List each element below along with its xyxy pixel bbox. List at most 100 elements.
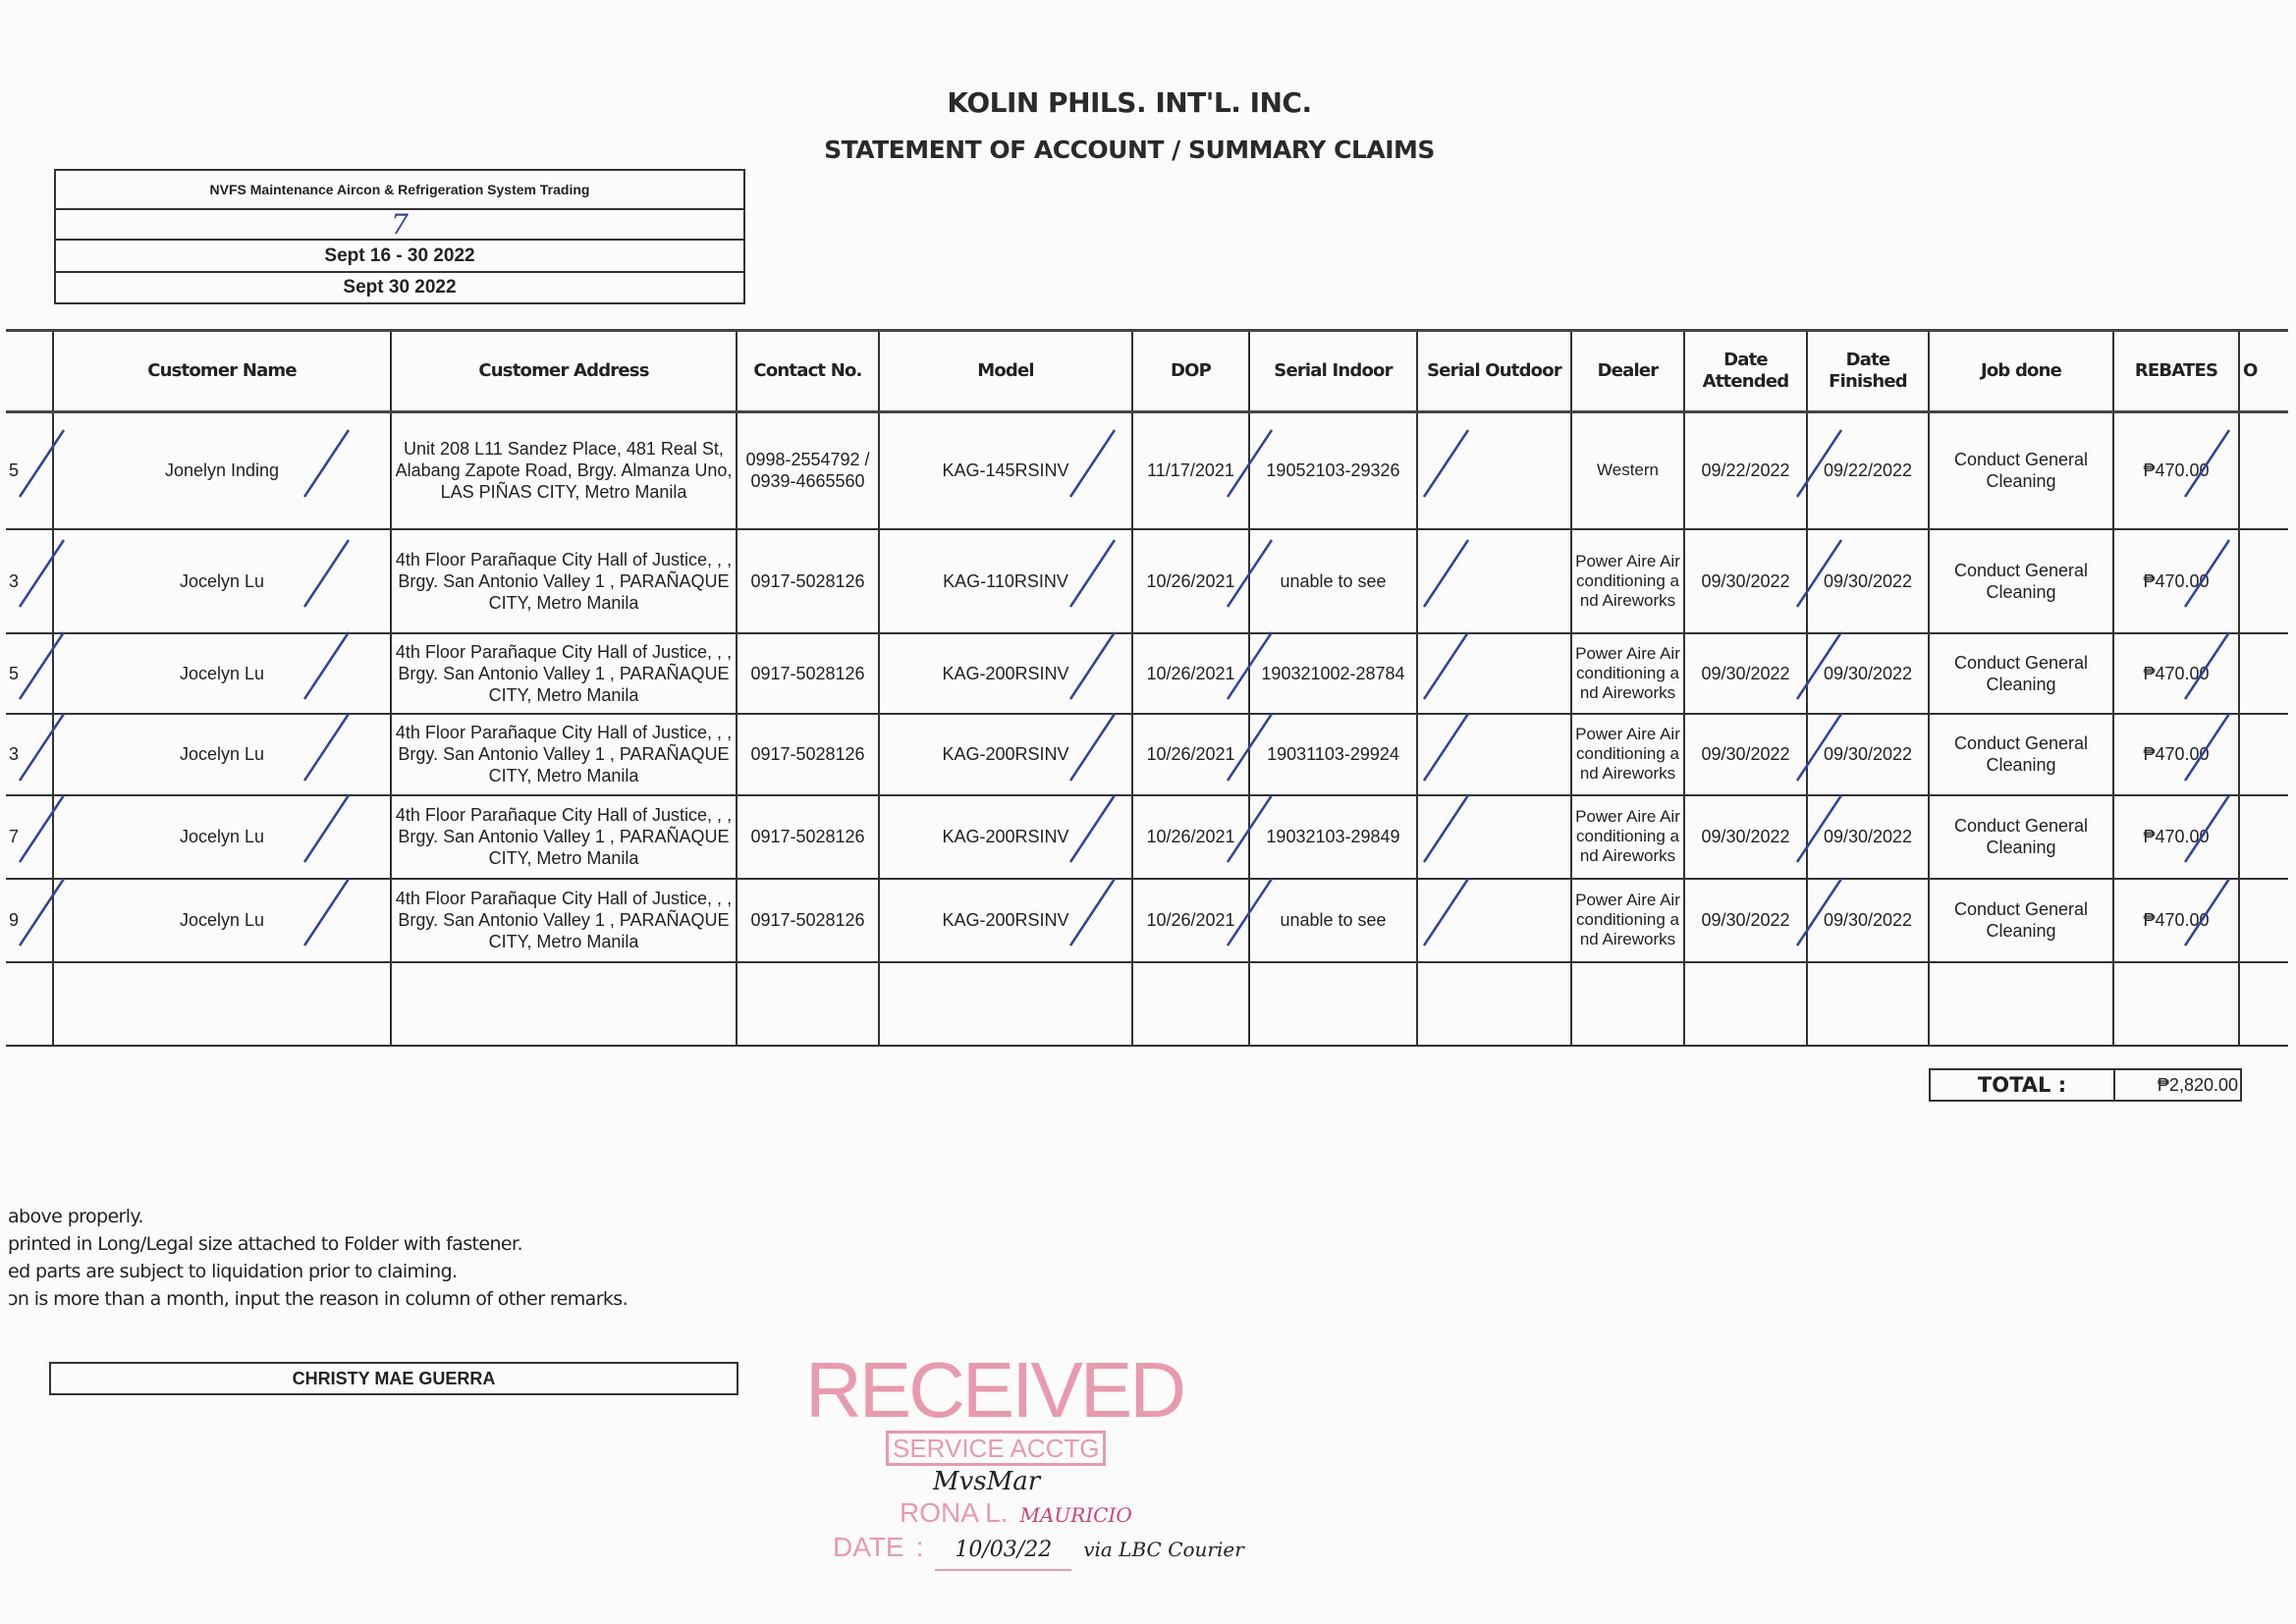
cell-serial-indoor: 190321002-28784 <box>1248 631 1418 715</box>
period: Sept 16 - 30 2022 <box>56 239 743 271</box>
cell-model: KAG-200RSINV <box>878 793 1133 880</box>
date-colon: : <box>915 1532 924 1562</box>
cell-dop: 10/26/2021 <box>1131 793 1250 880</box>
cell-model: KAG-200RSINV <box>878 877 1133 963</box>
cell-dealer: Power Aire Airconditioning and Aireworks <box>1570 527 1685 634</box>
cell-rebate: ₱470.00 <box>2112 527 2240 634</box>
table-row: 5 Jonelyn Inding Unit 208 L11 Sandez Place… <box>6 410 2288 530</box>
stamp-dept: SERVICE ACCTG <box>886 1431 1107 1466</box>
cell-job: Conduct General Cleaning <box>1928 410 2114 530</box>
column-header: Serial Indoor <box>1248 329 1418 413</box>
cell-serial-outdoor <box>1416 527 1572 634</box>
cell-no: 3 <box>6 712 54 796</box>
cell-address: 4th Floor Parañaque City Hall of Justice… <box>390 793 738 880</box>
total-label: TOTAL : <box>1929 1068 2115 1102</box>
receiver-handwritten: MAURICIO <box>1019 1503 1132 1527</box>
cell-dop: 10/26/2021 <box>1131 527 1250 634</box>
cell-date-attended: 09/30/2022 <box>1683 631 1808 715</box>
cell-serial-outdoor <box>1416 877 1572 963</box>
stamp-date-label: DATE <box>833 1532 904 1562</box>
table-row: 3 Jocelyn Lu 4th Floor Parañaque City Hall… <box>6 527 2288 634</box>
claims-table: Customer Name Customer Address Contact No.… <box>6 329 2288 1047</box>
cell-rebate: ₱470.00 <box>2112 631 2240 715</box>
empty-row <box>6 960 2288 1047</box>
cell-no: 3 <box>6 527 54 634</box>
cell-rebate: ₱470.00 <box>2112 712 2240 796</box>
cell-address: 4th Floor Parañaque City Hall of Justice… <box>390 712 738 796</box>
cell-address: 4th Floor Parañaque City Hall of Justice… <box>390 527 738 634</box>
total-box: TOTAL : ₱2,820.00 <box>1929 1068 2242 1102</box>
cell-date-attended: 09/22/2022 <box>1683 410 1808 530</box>
cell-serial-indoor: 19031103-29924 <box>1248 712 1418 796</box>
cell-name: Jonelyn Inding <box>52 410 392 530</box>
cell-address: 4th Floor Parañaque City Hall of Justice… <box>390 877 738 963</box>
table-row: 3 Jocelyn Lu 4th Floor Parañaque City Hall… <box>6 712 2288 796</box>
cell-no: 7 <box>6 793 54 880</box>
cell-date-finished: 09/30/2022 <box>1806 877 1930 963</box>
cell-date-attended: 09/30/2022 <box>1683 793 1808 880</box>
cell-job: Conduct General Cleaning <box>1928 631 2114 715</box>
cell-serial-indoor: unable to see <box>1248 527 1418 634</box>
column-header: O <box>2238 329 2288 413</box>
cell-dealer: Power Aire Airconditioning and Aireworks <box>1570 712 1685 796</box>
column-header: Date Finished <box>1806 329 1930 413</box>
cell-no: 5 <box>6 631 54 715</box>
column-header: Serial Outdoor <box>1416 329 1572 413</box>
cell-dealer: Power Aire Airconditioning and Aireworks <box>1570 877 1685 963</box>
table-row: 9 Jocelyn Lu 4th Floor Parañaque City Hall… <box>6 877 2288 963</box>
cell-contact: 0917-5028126 <box>736 631 880 715</box>
cell-date-finished: 09/30/2022 <box>1806 527 1930 634</box>
cell-job: Conduct General Cleaning <box>1928 877 2114 963</box>
empty-cell <box>1806 960 1930 1047</box>
received-stamp: RECEIVED SERVICE ACCTG MvsMar RONA L. MA… <box>805 1350 1296 1596</box>
cell-other <box>2238 793 2288 880</box>
cell-date-attended: 09/30/2022 <box>1683 712 1808 796</box>
stamp-receiver: RONA L. <box>900 1497 1009 1528</box>
empty-cell <box>2238 960 2288 1047</box>
cell-model: KAG-200RSINV <box>878 712 1133 796</box>
cell-dop: 11/17/2021 <box>1131 410 1250 530</box>
cell-contact: 0917-5028126 <box>736 877 880 963</box>
service-center: NVFS Maintenance Aircon & Refrigeration … <box>209 182 590 197</box>
info-box: NVFS Maintenance Aircon & Refrigeration … <box>54 169 745 304</box>
cell-name: Jocelyn Lu <box>52 631 392 715</box>
note-line: above properly. <box>8 1206 143 1227</box>
cell-rebate: ₱470.00 <box>2112 793 2240 880</box>
cell-job: Conduct General Cleaning <box>1928 712 2114 796</box>
cell-job: Conduct General Cleaning <box>1928 527 2114 634</box>
cell-other <box>2238 527 2288 634</box>
cell-date-attended: 09/30/2022 <box>1683 877 1808 963</box>
cell-contact: 0917-5028126 <box>736 527 880 634</box>
column-header: Customer Name <box>52 329 392 413</box>
company-name: KOLIN PHILS. INT'L. INC. <box>947 86 1312 119</box>
cell-serial-indoor: 19052103-29326 <box>1248 410 1418 530</box>
cell-rebate: ₱470.00 <box>2112 410 2240 530</box>
note-line: ɔn is more than a month, input the reaso… <box>8 1288 629 1310</box>
empty-cell <box>1570 960 1685 1047</box>
cell-dealer: Power Aire Airconditioning and Aireworks <box>1570 631 1685 715</box>
cell-other <box>2238 410 2288 530</box>
cell-model: KAG-110RSINV <box>878 527 1133 634</box>
empty-cell <box>2112 960 2240 1047</box>
cell-rebate: ₱470.00 <box>2112 877 2240 963</box>
cell-serial-outdoor <box>1416 631 1572 715</box>
column-header <box>6 329 54 413</box>
date: Sept 30 2022 <box>56 271 743 302</box>
cell-dop: 10/26/2021 <box>1131 877 1250 963</box>
cell-model: KAG-200RSINV <box>878 631 1133 715</box>
cell-contact: 0917-5028126 <box>736 712 880 796</box>
handwritten-number: 7 <box>56 208 743 239</box>
cell-no: 9 <box>6 877 54 963</box>
empty-cell <box>736 960 880 1047</box>
empty-cell <box>878 960 1133 1047</box>
cell-no: 5 <box>6 410 54 530</box>
table-row: 5 Jocelyn Lu 4th Floor Parañaque City Hall… <box>6 631 2288 715</box>
cell-dop: 10/26/2021 <box>1131 712 1250 796</box>
cell-serial-outdoor <box>1416 410 1572 530</box>
column-header: Job done <box>1928 329 2114 413</box>
empty-cell <box>52 960 392 1047</box>
cell-address: Unit 208 L11 Sandez Place, 481 Real St, … <box>390 410 738 530</box>
cell-dealer: Power Aire Airconditioning and Aireworks <box>1570 793 1685 880</box>
total-value: ₱2,820.00 <box>2113 1068 2242 1102</box>
empty-cell <box>1928 960 2114 1047</box>
